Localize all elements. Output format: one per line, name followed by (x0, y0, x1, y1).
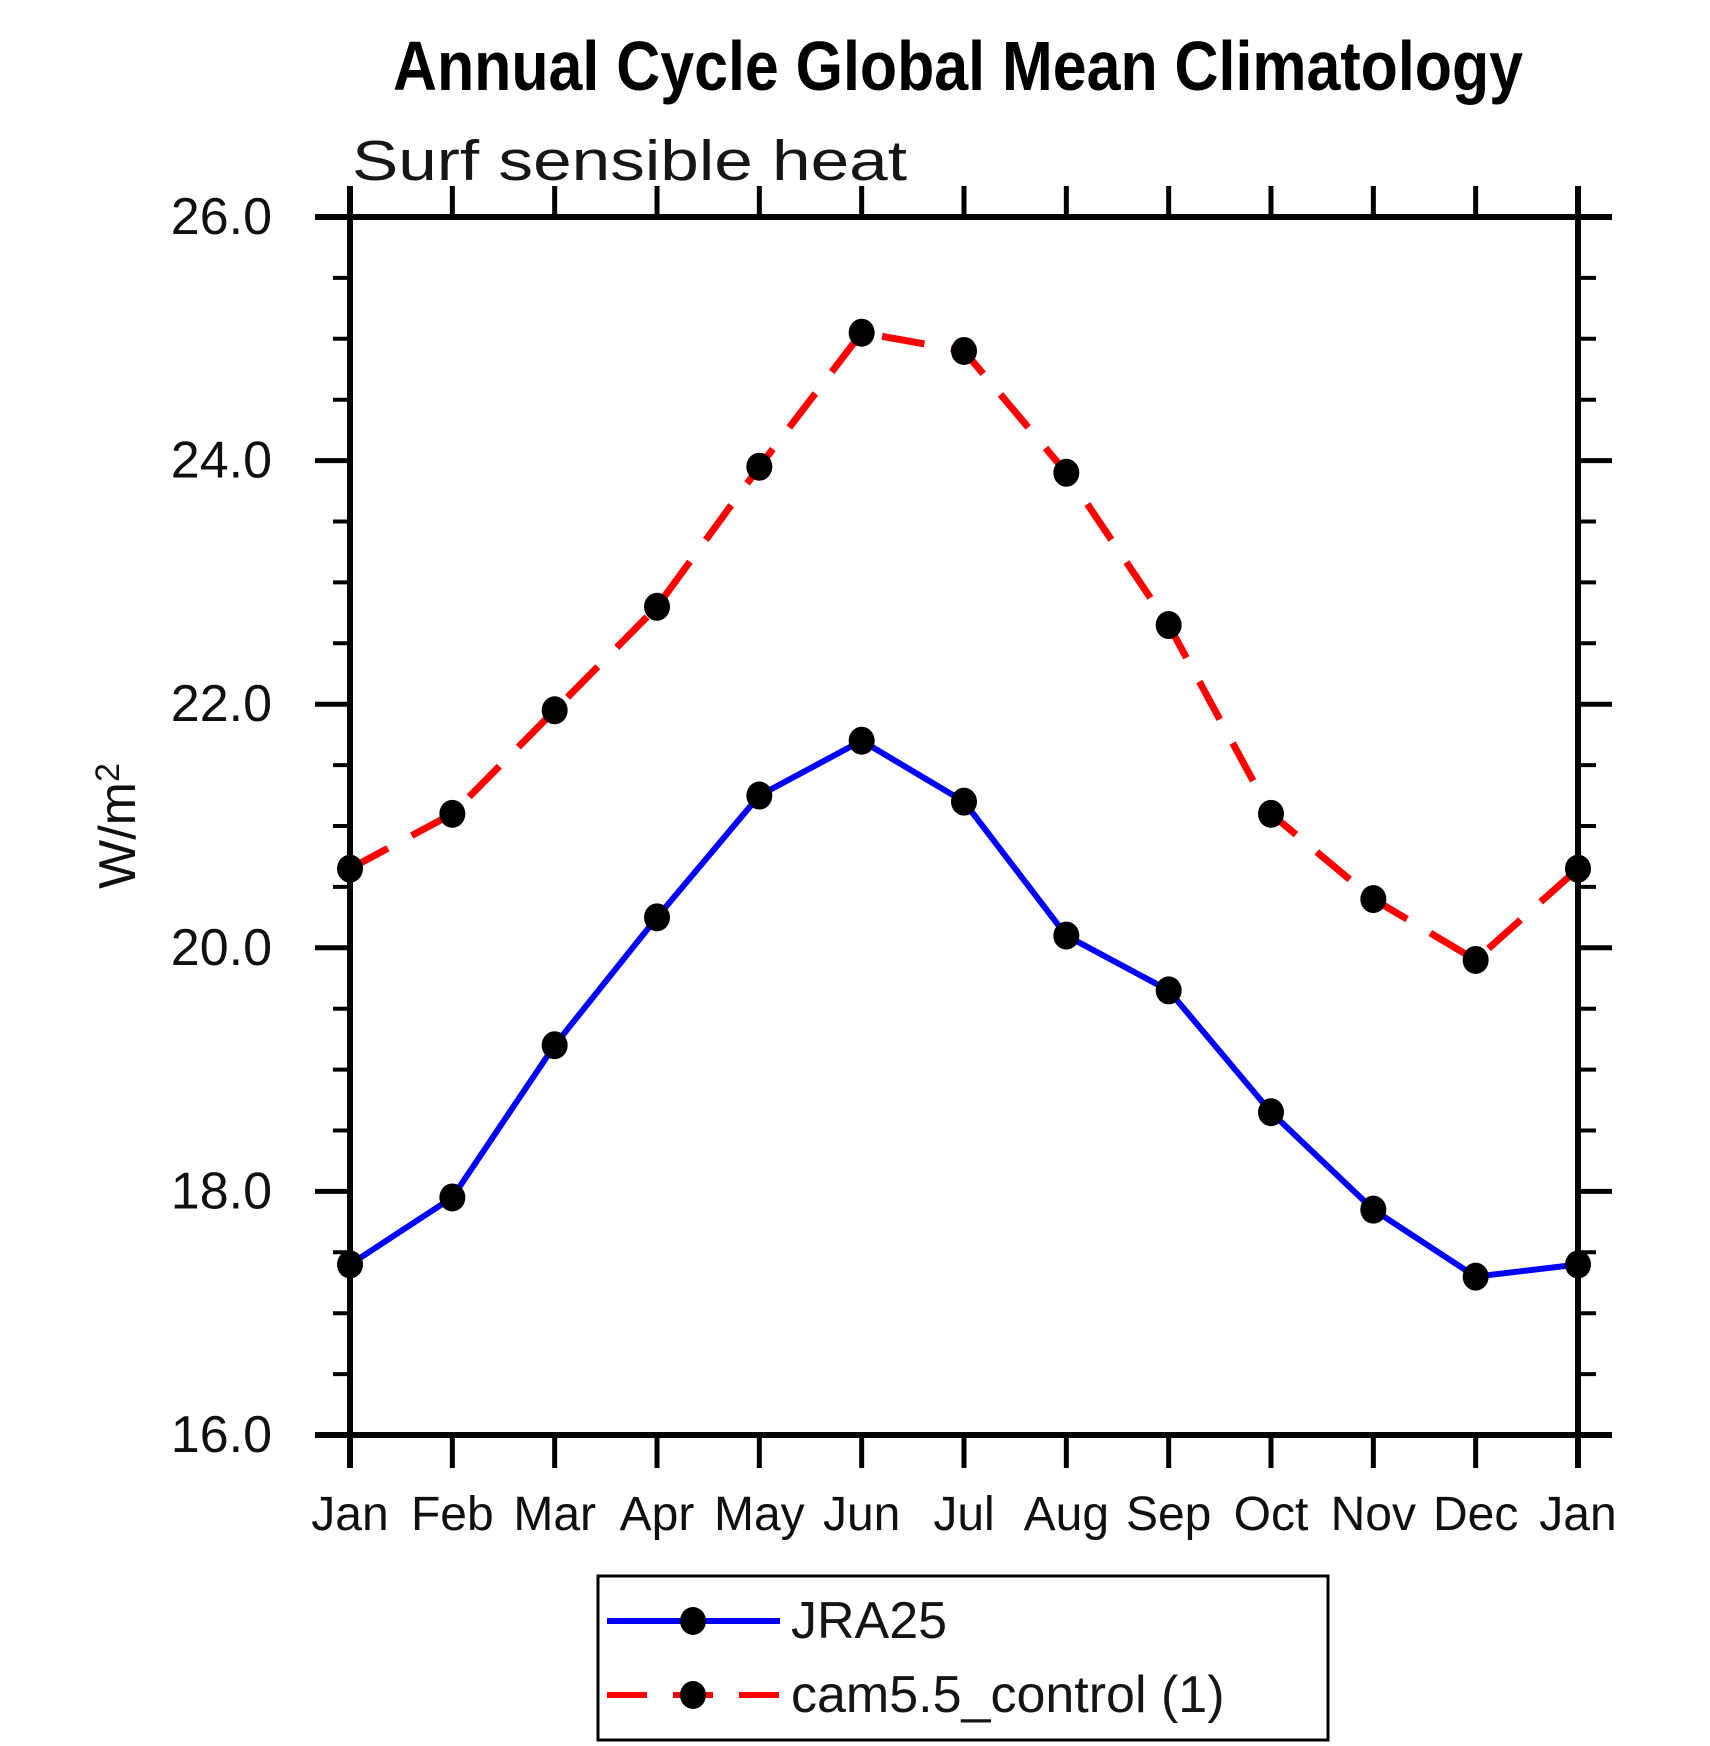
x-axis-tick-label: Sep (1126, 1488, 1211, 1541)
data-point-marker (439, 1183, 466, 1212)
data-point-marker (1565, 854, 1591, 883)
y-axis-tick-label: 18.0 (171, 1162, 272, 1220)
chart-subtitle: Surf sensible heat (352, 129, 907, 193)
legend-box (596, 1574, 1330, 1742)
data-point-marker (1462, 945, 1489, 974)
x-axis-tick-label: Apr (620, 1488, 695, 1541)
x-axis-tick-label: Jan (1539, 1488, 1616, 1541)
data-point-marker (1360, 1195, 1387, 1224)
legend: JRA25 cam5.5_control (1) (596, 1574, 1330, 1742)
data-point-marker (848, 726, 875, 755)
data-point-marker (439, 799, 466, 828)
x-axis-tick-label: Dec (1433, 1488, 1518, 1541)
data-point-marker (1258, 1098, 1284, 1127)
data-point-marker (1155, 611, 1182, 640)
y-axis-title-exponent: 2 (89, 763, 127, 782)
legend-marker-icon (680, 1681, 706, 1709)
x-axis-tick-label: Mar (513, 1488, 596, 1541)
x-axis-tick-label: Aug (1024, 1488, 1109, 1541)
data-point-marker (1360, 885, 1387, 914)
data-point-marker (337, 1250, 363, 1279)
x-axis-tick-label: Jun (823, 1488, 900, 1541)
data-point-marker (848, 318, 875, 347)
data-point-marker (1053, 458, 1080, 487)
series-line-jra25 (348, 737, 1579, 1280)
y-axis-title: W/m2 (89, 763, 147, 889)
x-axis-tick-label: Jul (933, 1488, 994, 1541)
data-point-marker (951, 787, 977, 816)
data-point-marker (1565, 1250, 1591, 1279)
axes-layer (315, 186, 1612, 1468)
legend-label-jra25: JRA25 (791, 1592, 947, 1650)
series-layer (337, 318, 1591, 1291)
legend-label-cam55-control: cam5.5_control (1) (791, 1666, 1225, 1724)
x-axis-tick-label: May (714, 1488, 805, 1541)
data-point-marker (541, 696, 568, 725)
y-axis-tick-label: 26.0 (171, 188, 272, 246)
y-axis-tick-label: 16.0 (171, 1406, 272, 1464)
x-axis-tick-label: Nov (1331, 1488, 1416, 1541)
data-point-marker (746, 452, 773, 481)
x-axis-tick-label: Jan (311, 1488, 388, 1541)
chart-title: Annual Cycle Global Mean Climatology (393, 27, 1523, 105)
x-axis-tick-label: Oct (1234, 1488, 1309, 1541)
legend-marker-icon (680, 1607, 706, 1635)
y-axis-tick-label: 20.0 (171, 919, 272, 977)
y-axis-tick-label: 24.0 (171, 432, 272, 490)
data-point-marker (337, 854, 363, 883)
data-point-marker (951, 336, 977, 365)
data-point-marker (644, 592, 670, 621)
data-point-marker (1462, 1262, 1489, 1291)
data-point-marker (644, 903, 670, 932)
data-point-marker (541, 1031, 568, 1060)
data-point-marker (746, 781, 773, 810)
data-point-marker (1258, 799, 1284, 828)
tick-label-layer: Jan Feb Mar Apr May Jun Jul Aug Sep Oct Nov Dec Jan 1… (171, 188, 1617, 1541)
y-axis-tick-label: 22.0 (171, 675, 272, 733)
x-axis-tick-label: Feb (411, 1488, 494, 1541)
series-line-cam5-5-control-1- (348, 328, 1581, 965)
data-point-marker (1053, 921, 1080, 950)
data-point-marker (1155, 976, 1182, 1005)
y-axis-title-base: W/m (89, 782, 147, 889)
